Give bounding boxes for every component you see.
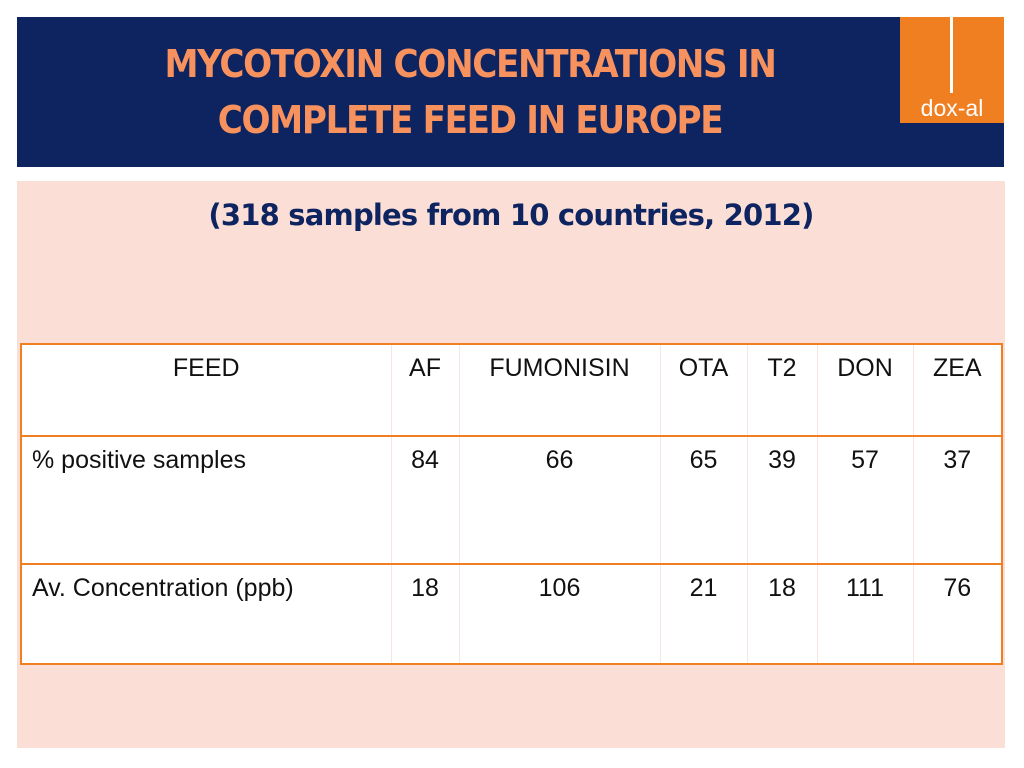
header-cell-fumonisin: FUMONISIN xyxy=(458,344,660,436)
content-panel: (318 samples from 10 countries, 2012) FE… xyxy=(17,181,1005,748)
table-cell: 18 xyxy=(390,564,459,664)
header-cell-don: DON xyxy=(816,344,913,436)
slide-subtitle: (318 samples from 10 countries, 2012) xyxy=(208,198,814,232)
header-cell-feed: FEED xyxy=(20,344,391,436)
table-header-row: FEED AF FUMONISIN OTA T2 DON ZEA xyxy=(20,344,1002,436)
table-cell: 76 xyxy=(912,564,1002,664)
logo-text: dox-al xyxy=(920,95,984,121)
header-cell-t2: T2 xyxy=(746,344,817,436)
table-cell: 18 xyxy=(746,564,817,664)
table-cell: 39 xyxy=(746,436,817,564)
mycotoxin-table: FEED AF FUMONISIN OTA T2 DON ZEA % posit… xyxy=(20,343,1003,665)
table-cell: 111 xyxy=(816,564,913,664)
table-row: % positive samples 84 66 65 39 57 37 xyxy=(21,436,1002,564)
table-cell: 21 xyxy=(659,564,747,664)
table-cell: 65 xyxy=(659,436,747,564)
table-cell: 37 xyxy=(912,436,1002,564)
table-cell: 57 xyxy=(816,436,913,564)
title-banner xyxy=(17,17,1004,167)
row-label: % positive samples xyxy=(32,446,246,474)
dox-al-logo: dox-al xyxy=(900,17,1004,123)
slide-title-line-1: MYCOTOXIN CONCENTRATIONS IN xyxy=(164,42,776,86)
table-cell: 106 xyxy=(458,564,660,664)
header-cell-ota: OTA xyxy=(659,344,747,436)
header-cell-af: AF xyxy=(390,344,459,436)
table-row: Av. Concentration (ppb) 18 106 21 18 111… xyxy=(21,564,1002,664)
slide-title: MYCOTOXIN CONCENTRATIONS IN COMPLETE FEE… xyxy=(92,36,848,148)
logo-divider xyxy=(950,17,953,93)
table-cell: 84 xyxy=(390,436,459,564)
slide-title-line-2: COMPLETE FEED IN EUROPE xyxy=(217,98,724,142)
row-label: Av. Concentration (ppb) xyxy=(32,574,294,602)
header-cell-zea: ZEA xyxy=(912,344,1002,436)
table-cell: 66 xyxy=(458,436,660,564)
